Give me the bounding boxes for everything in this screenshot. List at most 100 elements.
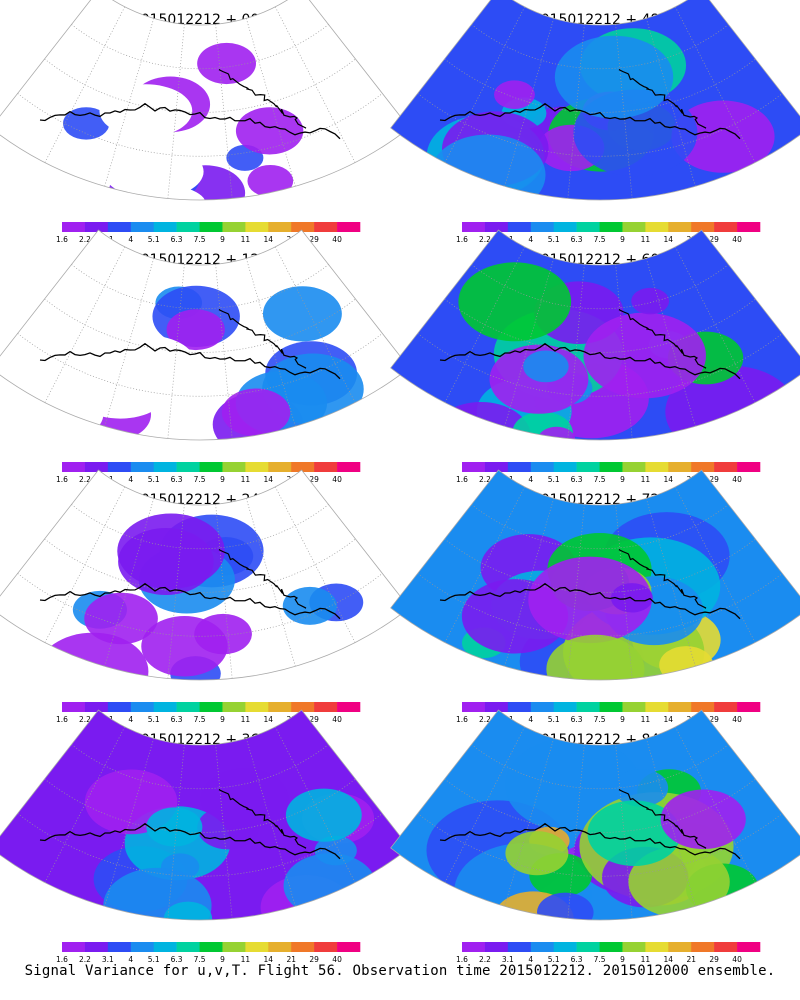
colorbar-tick-label: 5.1 — [148, 475, 160, 484]
map-panel-24h: 2015012212 + 24h1.62.23.145.16.37.591114… — [0, 469, 410, 724]
colorbar-swatch — [645, 702, 669, 712]
colorbar-swatch — [507, 942, 532, 952]
colorbar-tick-label: 14 — [264, 475, 274, 484]
colorbar-tick-label: 29 — [709, 715, 719, 724]
colorbar-swatch — [691, 462, 715, 472]
colorbar-tick-label: 1.6 — [456, 955, 468, 964]
colorbar-swatch — [314, 702, 338, 712]
colorbar-tick-label: 11 — [241, 715, 251, 724]
colorbar-tick-label: 2.2 — [79, 235, 91, 244]
colorbar-tick-label: 7.5 — [594, 475, 606, 484]
map-panel-60h: 2015012212 + 60h1.62.23.145.16.37.591114… — [390, 229, 800, 484]
colorbar-tick-label: 5.1 — [148, 955, 160, 964]
colorbar-tick-label: 14 — [264, 955, 274, 964]
colorbar-swatch — [130, 702, 154, 712]
colorbar-tick-label: 40 — [732, 715, 742, 724]
colorbar-swatch — [337, 462, 361, 472]
map-panel-48h: 2015012212 + 48h1.62.23.145.16.37.591114… — [390, 0, 800, 244]
colorbar-swatch — [576, 222, 600, 232]
colorbar-swatch — [176, 222, 200, 232]
map-frame — [390, 0, 800, 201]
variance-field — [0, 0, 410, 200]
colorbar-tick-label: 9 — [620, 475, 625, 484]
variance-field — [390, 710, 800, 920]
colorbar-tick-label: 9 — [620, 715, 625, 724]
colorbar-tick-label: 11 — [641, 715, 651, 724]
colorbar-tick-label: 9 — [220, 715, 225, 724]
colorbar-tick-label: 5.1 — [548, 235, 560, 244]
coastline — [439, 822, 741, 860]
map-panel-12h: 2015012212 + 12h1.62.23.145.16.37.591114… — [0, 229, 410, 484]
colorbar-tick-label: 29 — [309, 475, 319, 484]
colorbar-swatch — [714, 222, 738, 232]
variance-field — [0, 470, 410, 680]
colorbar-swatch — [553, 222, 577, 232]
colorbar-swatch — [484, 702, 509, 712]
colorbar-tick-label: 5.1 — [148, 235, 160, 244]
colorbar-swatch — [130, 222, 154, 232]
colorbar-tick-label: 11 — [641, 955, 651, 964]
colorbar-swatch — [84, 222, 109, 232]
colorbar-swatch — [176, 942, 200, 952]
colorbar-tick-label: 2.2 — [479, 235, 491, 244]
colorbar-tick-label: 11 — [241, 955, 251, 964]
colorbar-swatch — [737, 222, 761, 232]
variance-field — [390, 470, 800, 680]
colorbar-tick-label: 14 — [264, 235, 274, 244]
colorbar-tick-label: 5.1 — [548, 475, 560, 484]
colorbar-swatch — [268, 222, 292, 232]
colorbar-swatch — [553, 462, 577, 472]
map-frame — [0, 229, 410, 441]
colorbar-tick-label: 11 — [241, 475, 251, 484]
coastline — [439, 582, 741, 620]
colorbar-swatch — [314, 222, 338, 232]
colorbar-tick-label: 2.2 — [79, 715, 91, 724]
colorbar-tick-label: 6.3 — [571, 715, 583, 724]
colorbar-swatch — [462, 462, 486, 472]
colorbar-tick-label: 29 — [309, 715, 319, 724]
colorbar-swatch — [291, 942, 315, 952]
map-frame — [390, 229, 800, 441]
coastline — [39, 102, 341, 140]
colorbar-swatch — [622, 222, 646, 232]
colorbar-swatch — [668, 942, 692, 952]
colorbar-swatch — [314, 462, 338, 472]
colorbar-tick-label: 4 — [128, 235, 133, 244]
colorbar-tick-label: 6.3 — [171, 955, 183, 964]
colorbar-tick-label: 4 — [128, 475, 133, 484]
colorbar-swatch — [462, 702, 486, 712]
map-frame — [0, 0, 410, 201]
colorbar-swatch — [484, 942, 509, 952]
colorbar-tick-label: 11 — [641, 475, 651, 484]
colorbar-swatch — [176, 462, 200, 472]
colorbar-swatch — [691, 702, 715, 712]
colorbar-swatch — [176, 702, 200, 712]
colorbar-swatch — [153, 222, 177, 232]
colorbar-swatch — [576, 942, 600, 952]
colorbar-swatch — [691, 942, 715, 952]
colorbar-tick-label: 40 — [732, 475, 742, 484]
colorbar-swatch — [222, 462, 246, 472]
colorbar-tick-label: 1.6 — [456, 475, 468, 484]
colorbar-swatch — [622, 702, 646, 712]
colorbar-swatch — [599, 942, 623, 952]
colorbar-swatch — [268, 702, 292, 712]
colorbar-swatch — [199, 462, 223, 472]
colorbar-swatch — [645, 462, 669, 472]
colorbar-tick-label: 3.1 — [502, 955, 514, 964]
colorbar-swatch — [84, 702, 109, 712]
colorbar-swatch — [530, 942, 554, 952]
colorbar-tick-label: 40 — [332, 715, 342, 724]
colorbar-tick-label: 29 — [709, 235, 719, 244]
colorbar-tick-label: 2.2 — [479, 955, 491, 964]
colorbar-swatch — [576, 702, 600, 712]
colorbar-swatch — [107, 942, 132, 952]
colorbar-tick-label: 14 — [664, 715, 674, 724]
colorbar-swatch — [314, 942, 338, 952]
colorbar-swatch — [553, 942, 577, 952]
colorbar-swatch — [530, 702, 554, 712]
coastline — [39, 582, 341, 620]
map-panel-0h: 2015012212 + 00h1.62.23.145.16.37.591114… — [0, 0, 410, 244]
